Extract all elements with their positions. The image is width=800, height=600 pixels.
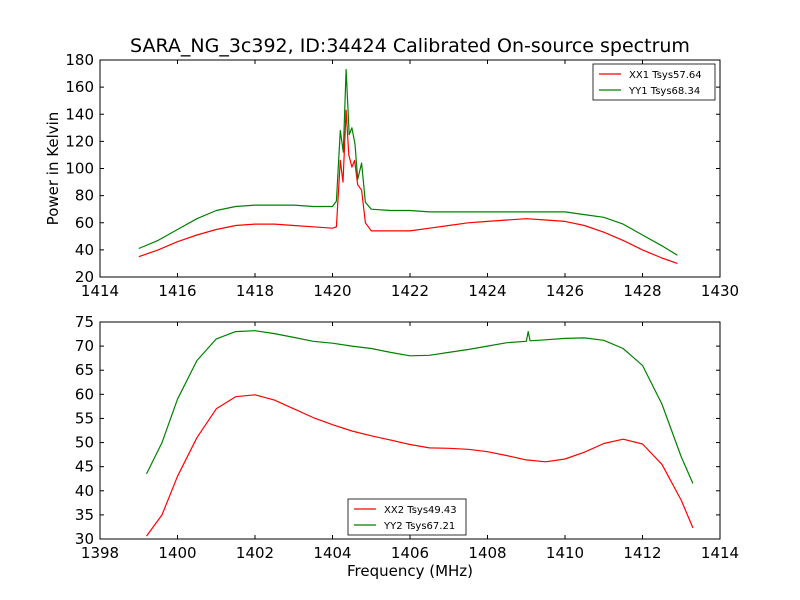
y-tick-label: 20 <box>75 268 94 286</box>
bottom-spectrum-chart: 1398 1400 1402 1404 1406 1408 1410 1412 1414 30 35… <box>75 313 739 580</box>
x-tick-label: 1430 <box>701 282 739 300</box>
legend-box <box>347 498 467 536</box>
top-spectrum-chart: 1414 1416 1418 1420 1422 1424 1426 1428 1430 20 40… <box>44 51 739 300</box>
x-tick-label: 1408 <box>468 544 506 562</box>
y-tick-label: 180 <box>65 51 94 69</box>
y-tick-label: 40 <box>75 241 94 259</box>
y-axis-label: Power in Kelvin <box>44 112 62 226</box>
x-tick-label: 1402 <box>236 544 274 562</box>
legend-entry: XX2 Tsys49.43 <box>384 505 457 516</box>
y-tick-label: 55 <box>75 409 94 427</box>
series-line-xx2-tsys49-43 <box>146 394 694 537</box>
figure-title: SARA_NG_3c392, ID:34424 Calibrated On-so… <box>130 35 690 57</box>
x-tick-label: 1414 <box>81 282 119 300</box>
x-tick-label: 1404 <box>313 544 351 562</box>
x-tick-label: 1400 <box>158 544 196 562</box>
x-axis-label: Frequency (MHz) <box>347 562 473 580</box>
x-tick-label: 1428 <box>623 282 661 300</box>
y-tick-label: 65 <box>75 361 94 379</box>
y-tick-label: 120 <box>65 132 94 150</box>
x-tick-label: 1422 <box>391 282 429 300</box>
legend-entry: XX1 Tsys57.64 <box>629 70 702 81</box>
series-line-yy1-tsys68-34 <box>138 68 678 256</box>
x-tick-label: 1414 <box>701 544 739 562</box>
y-tick-label: 30 <box>75 530 94 548</box>
series-line-yy2-tsys67-21 <box>145 330 694 484</box>
x-tick-label: 1424 <box>468 282 506 300</box>
y-tick-label: 75 <box>75 313 94 331</box>
series-line-xx1-tsys57-64 <box>138 109 678 264</box>
y-tick-label: 50 <box>75 434 94 452</box>
x-tick-label: 1420 <box>313 282 351 300</box>
y-tick-label: 45 <box>75 458 94 476</box>
legend-box <box>592 63 716 101</box>
x-tick-label: 1406 <box>391 544 429 562</box>
y-tick-label: 60 <box>75 385 94 403</box>
legend-entry: YY1 Tsys68.34 <box>628 86 700 97</box>
x-tick-label: 1410 <box>546 544 584 562</box>
x-tick-label: 1418 <box>236 282 274 300</box>
y-tick-label: 40 <box>75 482 94 500</box>
y-tick-label: 60 <box>75 214 94 232</box>
x-tick-label: 1426 <box>546 282 584 300</box>
y-tick-label: 140 <box>65 105 94 123</box>
y-tick-label: 160 <box>65 78 94 96</box>
y-tick-label: 35 <box>75 506 94 524</box>
y-tick-label: 80 <box>75 187 94 205</box>
x-tick-label: 1412 <box>623 544 661 562</box>
y-tick-label: 100 <box>65 160 94 178</box>
y-tick-label: 70 <box>75 337 94 355</box>
legend-entry: YY2 Tsys67.21 <box>383 521 455 532</box>
x-tick-label: 1398 <box>81 544 119 562</box>
x-tick-label: 1416 <box>158 282 196 300</box>
